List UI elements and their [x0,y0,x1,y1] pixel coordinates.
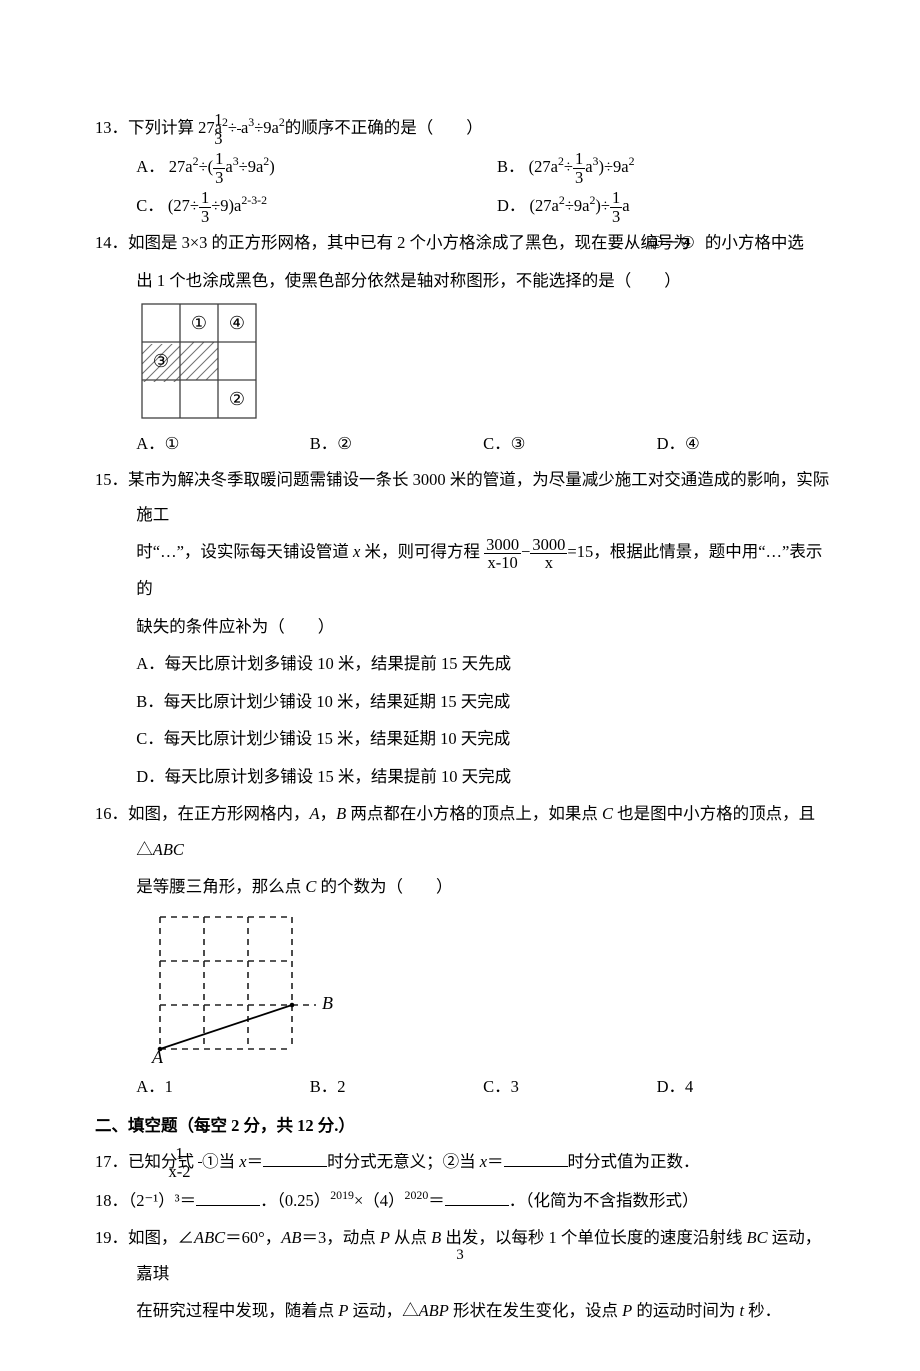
q16-C: C．3 [483,1069,656,1104]
q13-row1: A． 27a2÷(13a3÷9a2) B． (27a2÷13a3)÷9a2 [95,149,830,186]
q14-D: D．④ [657,426,830,461]
q15-B: B．每天比原计划少铺设 10 米，结果延期 15 天完成 [95,684,830,719]
q14-line1: 14．如图是 3×3 的正方形网格，其中已有 2 个小方格涂成了黑色，现在要从编… [95,225,830,260]
q13-expr: 27a2÷13a3÷9a2 [198,118,285,137]
q14-C: C．③ [483,426,656,461]
q15-D: D．每天比原计划多铺设 15 米，结果提前 10 天完成 [95,759,830,794]
q15-C: C．每天比原计划少铺设 15 米，结果延期 10 天完成 [95,721,830,756]
q14-figure: ① ④ ③ ② [95,300,830,424]
q16-grid-svg: A B [136,907,336,1067]
section2-title: 二、填空题（每空 2 分，共 12 分.） [95,1108,830,1143]
q16-D: D．4 [657,1069,830,1104]
q14-line2: 出 1 个也涂成黑色，使黑色部分依然是轴对称图形，不能选择的是（ ） [95,263,830,298]
q16-num: 16． [95,804,128,823]
q14-grid-svg: ① ④ ③ ② [136,300,264,424]
q13-row2: C． (27÷13÷9)a2-3-2 D． (27a2÷9a2)÷13a [95,188,830,225]
q15-num: 15． [95,470,128,489]
q15-line1: 15．某市为解决冬季取暖问题需铺设一条长 3000 米的管道，为尽量减少施工对交… [95,462,830,533]
svg-text:④: ④ [229,313,245,333]
svg-text:①: ① [191,313,207,333]
q14-B: B．② [310,426,483,461]
q13-C: C． (27÷13÷9)a2-3-2 [136,188,497,225]
q19-num: 19． [95,1228,128,1247]
q13-num: 13． [95,118,128,137]
q19-line2: 在研究过程中发现，随着点 P 运动，△ABP 形状在发生变化，设点 P 的运动时… [95,1293,830,1328]
svg-text:B: B [322,993,333,1013]
q14-opts: A．① B．② C．③ D．④ [95,426,830,461]
q15-A: A．每天比原计划多铺设 10 米，结果提前 15 天先成 [95,646,830,681]
q13-B: B． (27a2÷13a3)÷9a2 [497,149,830,186]
q15-line3: 缺失的条件应补为（ ） [95,609,830,644]
q17: 17．已知分式 1x-2①当 x＝时分式无意义；②当 x＝时分式值为正数． [95,1144,830,1181]
q17-blank1 [263,1151,327,1167]
svg-text:③: ③ [153,351,169,371]
q16-line1: 16．如图，在正方形网格内，A，B 两点都在小方格的顶点上，如果点 C 也是图中… [95,796,830,867]
q18: 18．（2⁻¹）³＝．（0.25）2019×（4）2020＝．（化简为不含指数形… [95,1183,830,1218]
q15-eq: 3000x-10−3000x=15 [484,542,593,561]
q18-blank2 [445,1190,509,1206]
q18-blank1 [196,1190,260,1206]
q16-line2: 是等腰三角形，那么点 C 的个数为（ ） [95,869,830,904]
q13-D: D． (27a2÷9a2)÷13a [497,188,830,225]
q16-B: B．2 [310,1069,483,1104]
q16-figure: A B [95,907,830,1067]
q14-A: A．① [136,426,309,461]
q13-A: A． 27a2÷(13a3÷9a2) [136,149,497,186]
q18-num: 18． [95,1191,128,1210]
svg-text:②: ② [229,389,245,409]
q16-opts: A．1 B．2 C．3 D．4 [95,1069,830,1104]
q15-line2: 时“…”，设实际每天铺设管道 x 米，则可得方程 3000x-10−3000x=… [95,534,830,607]
q17-blank2 [504,1151,568,1167]
page-number: 3 [0,1247,920,1264]
q13-stem: 13．下列计算 27a2÷13a3÷9a2的顺序不正确的是（ ） [95,110,830,147]
q14-num: 14． [95,233,128,252]
q16-A: A．1 [136,1069,309,1104]
svg-text:A: A [151,1047,164,1067]
q17-num: 17． [95,1152,128,1171]
